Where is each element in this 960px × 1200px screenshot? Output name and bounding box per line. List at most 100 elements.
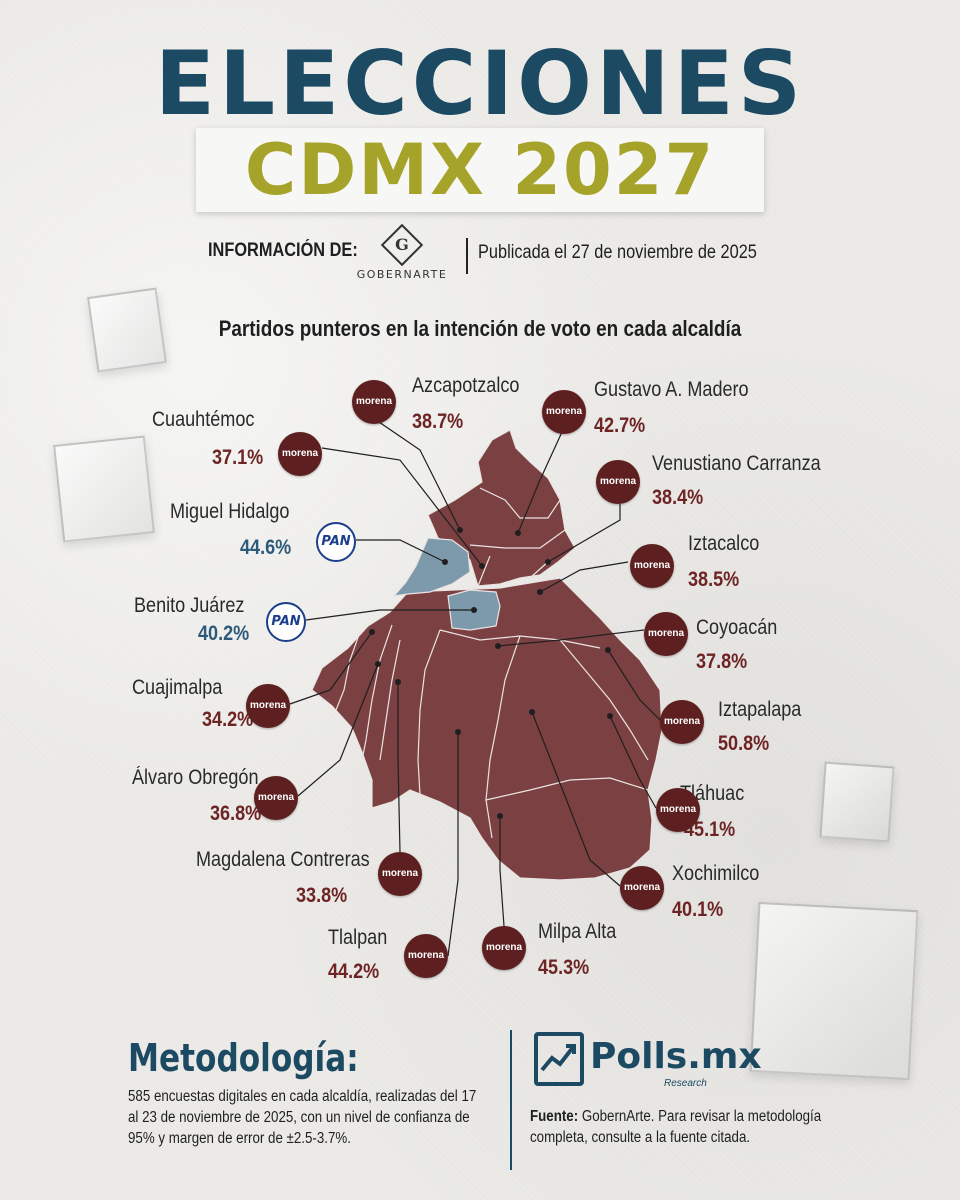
map-subtitle: Partidos punteros en la intención de vot… <box>218 316 742 341</box>
source-label: Fuente: <box>530 1108 579 1125</box>
title-line-1: ELECCIONES <box>154 32 806 135</box>
label-pct-alvaro-obregon: 36.8% <box>210 802 262 825</box>
morena-logo-icon-iztapalapa: morena <box>660 700 704 744</box>
label-name-gustavo-a-madero: Gustavo A. Madero <box>594 378 749 401</box>
title-line-2: CDMX 2027 <box>244 129 716 211</box>
source-body: GobernArte. Para revisar la metodología … <box>530 1108 822 1146</box>
title-banner <box>196 128 764 212</box>
methodology-text: 585 encuestas digitales en cada alcaldía… <box>128 1088 477 1147</box>
morena-logo-icon-coyoacan: morena <box>644 612 688 656</box>
label-pct-miguel-hidalgo: 44.6% <box>240 536 292 559</box>
label-pct-tlahuac: 45.1% <box>684 818 736 841</box>
marker-dot-coyoacan <box>495 643 501 649</box>
label-pct-xochimilco: 40.1% <box>672 898 724 921</box>
morena-logo-icon-xochimilco: morena <box>620 866 664 910</box>
label-name-miguel-hidalgo: Miguel Hidalgo <box>170 500 290 523</box>
label-pct-milpa-alta: 45.3% <box>538 956 590 979</box>
label-name-milpa-alta: Milpa Alta <box>538 920 617 943</box>
marker-dot-gustavo-a-madero <box>515 530 521 536</box>
label-name-benito-juarez: Benito Juárez <box>134 594 245 617</box>
morena-logo-icon-cuauhtemoc: morena <box>278 432 322 476</box>
morena-logo-icon-azcapotzalco: morena <box>352 380 396 424</box>
morena-logo-icon-alvaro-obregon: morena <box>254 776 298 820</box>
morena-logo-icon-tlahuac: morena <box>656 788 700 832</box>
map-region-gam-inner <box>469 487 566 587</box>
morena-logo-icon-cuajimalpa: morena <box>246 684 290 728</box>
morena-logo-icon-gustavo-a-madero: morena <box>542 390 586 434</box>
morena-logo-icon-milpa-alta: morena <box>482 926 526 970</box>
label-name-iztapalapa: Iztapalapa <box>718 698 802 721</box>
marker-dot-alvaro-obregon <box>375 661 381 667</box>
marker-dot-cuauhtemoc <box>479 563 485 569</box>
label-name-iztacalco: Iztacalco <box>688 532 760 555</box>
leader-line-milpa-alta <box>499 816 505 927</box>
info-label: INFORMACIÓN DE: <box>208 240 358 261</box>
morena-logo-icon-venustiano-carranza: morena <box>596 460 640 504</box>
marker-dot-cuajimalpa <box>369 629 375 635</box>
leader-line-tlahuac <box>609 715 657 809</box>
leader-line-magdalena-contreras <box>397 682 401 853</box>
label-pct-venustiano-carranza: 38.4% <box>652 486 704 509</box>
polls-brand-sub: Research <box>664 1078 707 1089</box>
marker-dot-iztapalapa <box>605 647 611 653</box>
morena-logo-icon-iztacalco: morena <box>630 544 674 588</box>
label-name-azcapotzalco: Azcapotzalco <box>412 374 520 397</box>
marker-dot-venustiano-carranza <box>545 559 551 565</box>
label-pct-tlalpan: 44.2% <box>328 960 380 983</box>
morena-logo-icon-tlalpan: morena <box>404 934 448 978</box>
leader-line-alvaro-obregon <box>297 663 379 797</box>
label-pct-cuauhtemoc: 37.1% <box>212 446 264 469</box>
label-pct-gustavo-a-madero: 42.7% <box>594 414 646 437</box>
marker-dot-azcapotzalco <box>457 527 463 533</box>
leader-line-venustiano-carranza <box>547 504 621 563</box>
label-name-tlalpan: Tlalpan <box>328 926 388 949</box>
label-pct-coyoacan: 37.8% <box>696 650 748 673</box>
leader-line-cuauhtemoc <box>321 447 483 567</box>
marker-dot-benito-juarez <box>471 607 477 613</box>
leader-line-xochimilco <box>531 711 621 887</box>
label-pct-cuajimalpa: 34.2% <box>202 708 254 731</box>
label-pct-iztapalapa: 50.8% <box>718 732 770 755</box>
label-name-cuajimalpa: Cuajimalpa <box>132 676 223 699</box>
leader-line-tlalpan <box>447 732 459 957</box>
label-name-venustiano-carranza: Venustiano Carranza <box>652 452 821 475</box>
leader-line-cuajimalpa <box>289 631 373 705</box>
publish-date: Publicada el 27 de noviembre de 2025 <box>478 242 757 263</box>
gobernarte-logo-text: GOBERNARTE <box>356 268 448 281</box>
map-region-internal-lines <box>335 624 649 839</box>
leader-line-iztapalapa <box>607 649 661 721</box>
label-pct-benito-juarez: 40.2% <box>198 622 250 645</box>
label-name-xochimilco: Xochimilco <box>672 862 760 885</box>
morena-logo-icon-magdalena-contreras: morena <box>378 852 422 896</box>
leader-line-benito-juarez <box>305 609 474 621</box>
marker-dot-magdalena-contreras <box>395 679 401 685</box>
pan-logo-icon-benito-juarez: PAN <box>266 602 306 642</box>
label-pct-magdalena-contreras: 33.8% <box>296 884 348 907</box>
marker-dot-miguel-hidalgo <box>442 559 448 565</box>
leader-line-coyoacan <box>497 629 645 647</box>
label-name-magdalena-contreras: Magdalena Contreras <box>196 848 370 871</box>
marker-dot-tlalpan <box>455 729 461 735</box>
leader-line-miguel-hidalgo <box>356 539 446 563</box>
pan-logo-icon-miguel-hidalgo: PAN <box>316 522 356 562</box>
marker-dot-iztacalco <box>537 589 543 595</box>
leader-line-iztacalco <box>539 561 629 593</box>
marker-dot-milpa-alta <box>497 813 503 819</box>
info-divider <box>466 238 468 274</box>
label-name-alvaro-obregon: Álvaro Obregón <box>132 766 259 789</box>
polls-chart-icon <box>534 1032 584 1086</box>
leader-line-gustavo-a-madero <box>517 431 563 534</box>
gobernarte-logo: G GOBERNARTE <box>352 223 452 282</box>
label-pct-iztacalco: 38.5% <box>688 568 740 591</box>
source-text: Fuente: GobernArte. Para revisar la meto… <box>530 1106 822 1148</box>
map-region-south <box>311 577 663 881</box>
methodology-title: Metodología: <box>128 1036 359 1080</box>
marker-dot-tlahuac <box>607 713 613 719</box>
label-name-coyoacan: Coyoacán <box>696 616 778 639</box>
polls-brand: Polls.mx <box>590 1036 762 1077</box>
label-pct-azcapotzalco: 38.7% <box>412 410 464 433</box>
map-region-miguel-hidalgo <box>392 537 471 597</box>
footer-divider <box>510 1030 512 1170</box>
marker-dot-xochimilco <box>529 709 535 715</box>
